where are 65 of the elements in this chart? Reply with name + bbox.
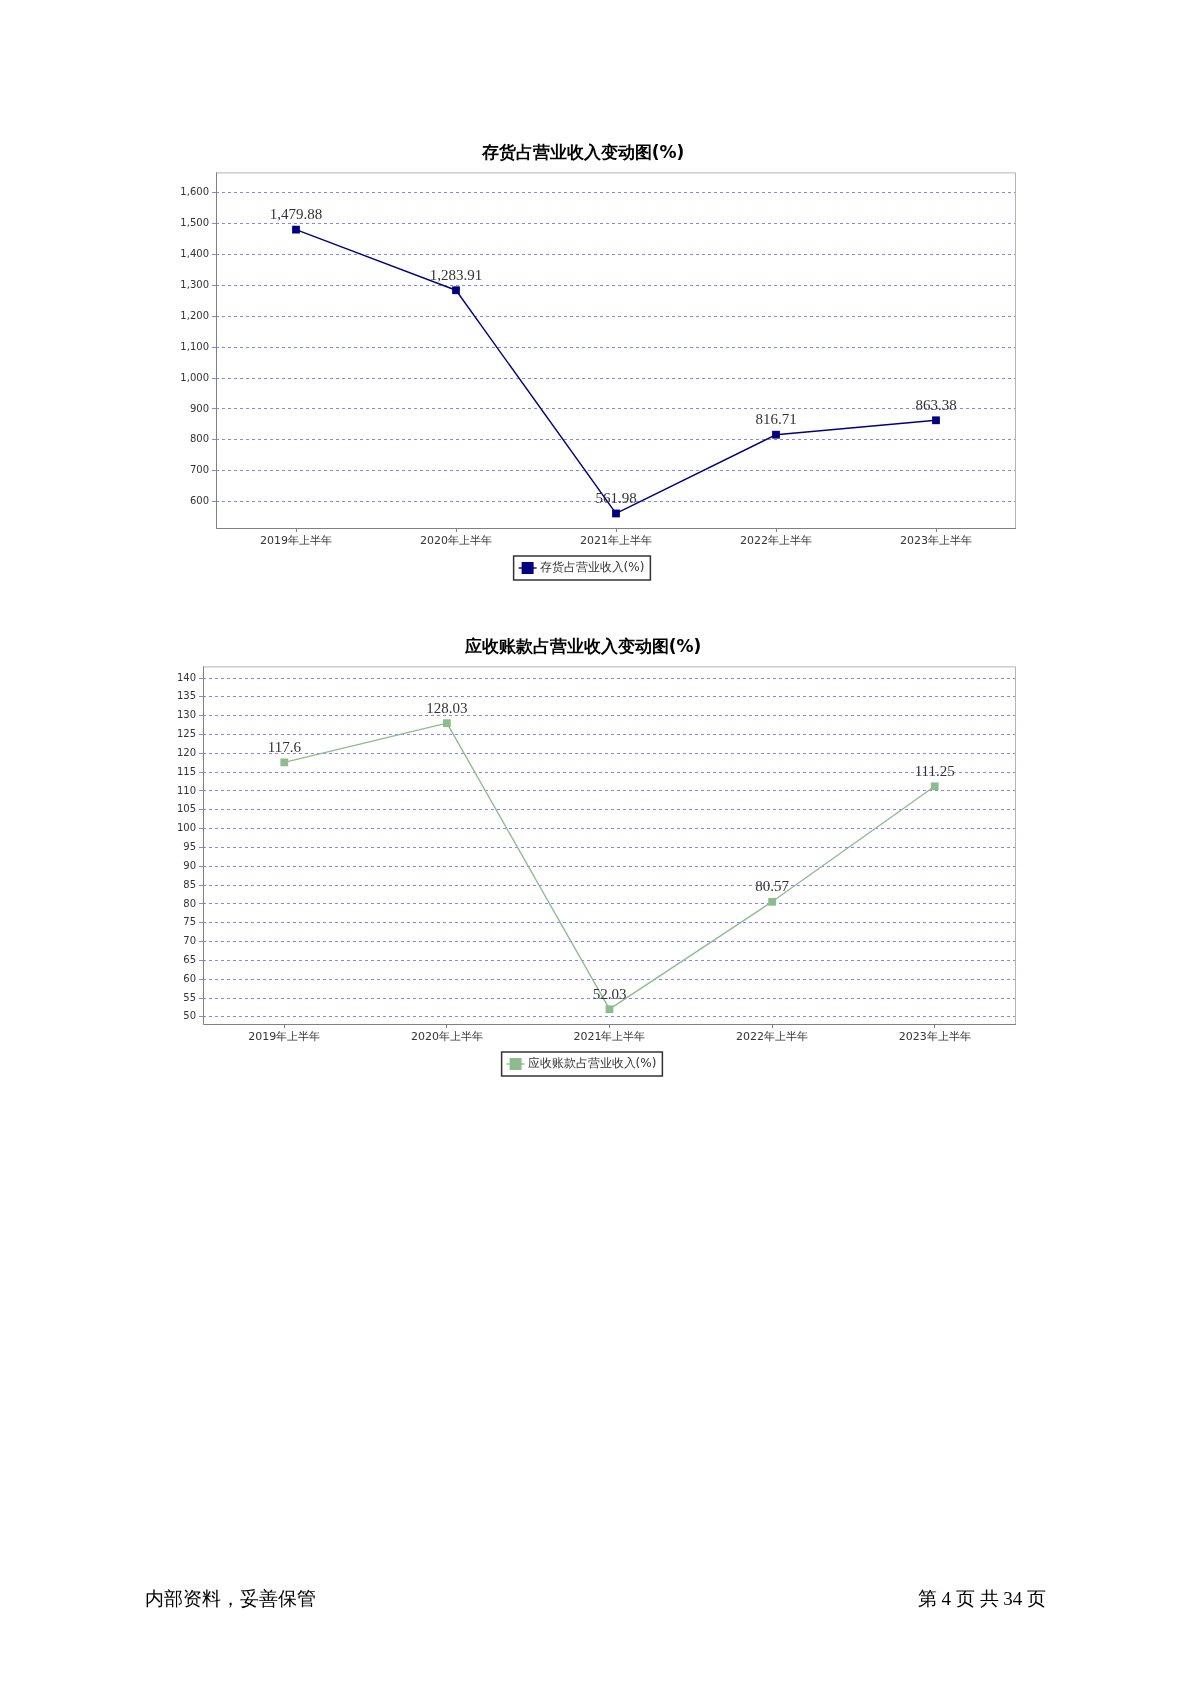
- point: [292, 225, 300, 234]
- y-tick-label: 50: [183, 1010, 196, 1022]
- x-tick-label: 2021年上半年: [580, 534, 652, 548]
- legend-label: 应收账款占营业收入(%): [527, 1056, 657, 1071]
- y-tick-label: 80: [183, 897, 196, 909]
- y-tick-label: 1,600: [180, 186, 209, 198]
- data-label: 1,283.91: [429, 266, 483, 283]
- y-tick-label: 110: [176, 784, 196, 796]
- x-tick-label: 2021年上半年: [573, 1030, 646, 1044]
- x-tick-label: 2020年上半年: [410, 1030, 483, 1044]
- y-tick-label: 75: [183, 916, 196, 928]
- y-tick-label: 115: [176, 765, 196, 777]
- y-tick-label: 100: [176, 822, 196, 834]
- chart-title: 存货占营业收入变动图(%): [480, 141, 685, 162]
- data-label: 128.03: [426, 699, 468, 716]
- data-label: 52.03: [592, 985, 627, 1002]
- point: [605, 1005, 614, 1014]
- y-tick-label: 135: [176, 690, 196, 702]
- data-label: 816.71: [755, 411, 797, 428]
- y-tick-label: 85: [183, 878, 196, 890]
- point: [612, 509, 620, 518]
- x-tick-label: 2023年上半年: [900, 534, 972, 548]
- point: [768, 897, 776, 906]
- y-tick-label: 130: [176, 709, 196, 721]
- data-label: 117.6: [267, 738, 302, 755]
- y-tick-label: 1,500: [180, 217, 209, 229]
- y-tick-label: 140: [176, 671, 196, 683]
- y-tick-label: 900: [189, 402, 209, 414]
- x-tick-label: 2019年上半年: [260, 534, 332, 548]
- x-tick-label: 2020年上半年: [420, 534, 492, 548]
- y-tick-label: 1,400: [180, 247, 209, 259]
- y-tick-label: 90: [183, 859, 196, 871]
- point: [452, 286, 460, 295]
- point: [772, 430, 780, 439]
- y-tick-label: 125: [176, 728, 196, 740]
- y-tick-label: 60: [183, 972, 196, 984]
- y-tick-label: 70: [183, 935, 196, 947]
- x-tick-label: 2023年上半年: [898, 1030, 971, 1044]
- data-label: 80.57: [755, 878, 790, 895]
- data-label: 863.38: [915, 396, 957, 413]
- y-tick-label: 600: [189, 495, 209, 507]
- text: 内部资料，妥善保管: [145, 1587, 316, 1611]
- y-tick-label: 800: [189, 433, 209, 445]
- y-tick-label: 700: [189, 464, 209, 476]
- y-tick-label: 55: [183, 991, 196, 1003]
- y-tick-label: 1,300: [180, 278, 209, 290]
- y-tick-label: 120: [176, 746, 196, 758]
- point: [930, 782, 939, 791]
- point: [280, 758, 289, 767]
- point: [932, 416, 940, 425]
- y-tick-label: 1,000: [180, 371, 209, 383]
- point: [443, 719, 451, 728]
- data-label: 1,479.88: [269, 206, 323, 223]
- y-tick-label: 95: [183, 841, 196, 853]
- y-tick-label: 105: [176, 803, 196, 815]
- x-tick-label: 2022年上半年: [736, 1030, 809, 1044]
- data-label: 111.25: [914, 762, 955, 779]
- y-tick-label: 65: [183, 953, 196, 965]
- legend-label: 存货占营业收入(%): [539, 560, 645, 575]
- x-tick-label: 2022年上半年: [740, 534, 812, 548]
- chart-title: 应收账款占营业收入变动图(%): [463, 635, 702, 656]
- y-tick-label: 1,100: [180, 340, 209, 352]
- text: 第 4 页 共 34 页: [917, 1587, 1046, 1611]
- y-tick-label: 1,200: [180, 309, 209, 321]
- x-tick-label: 2019年上半年: [248, 1030, 321, 1044]
